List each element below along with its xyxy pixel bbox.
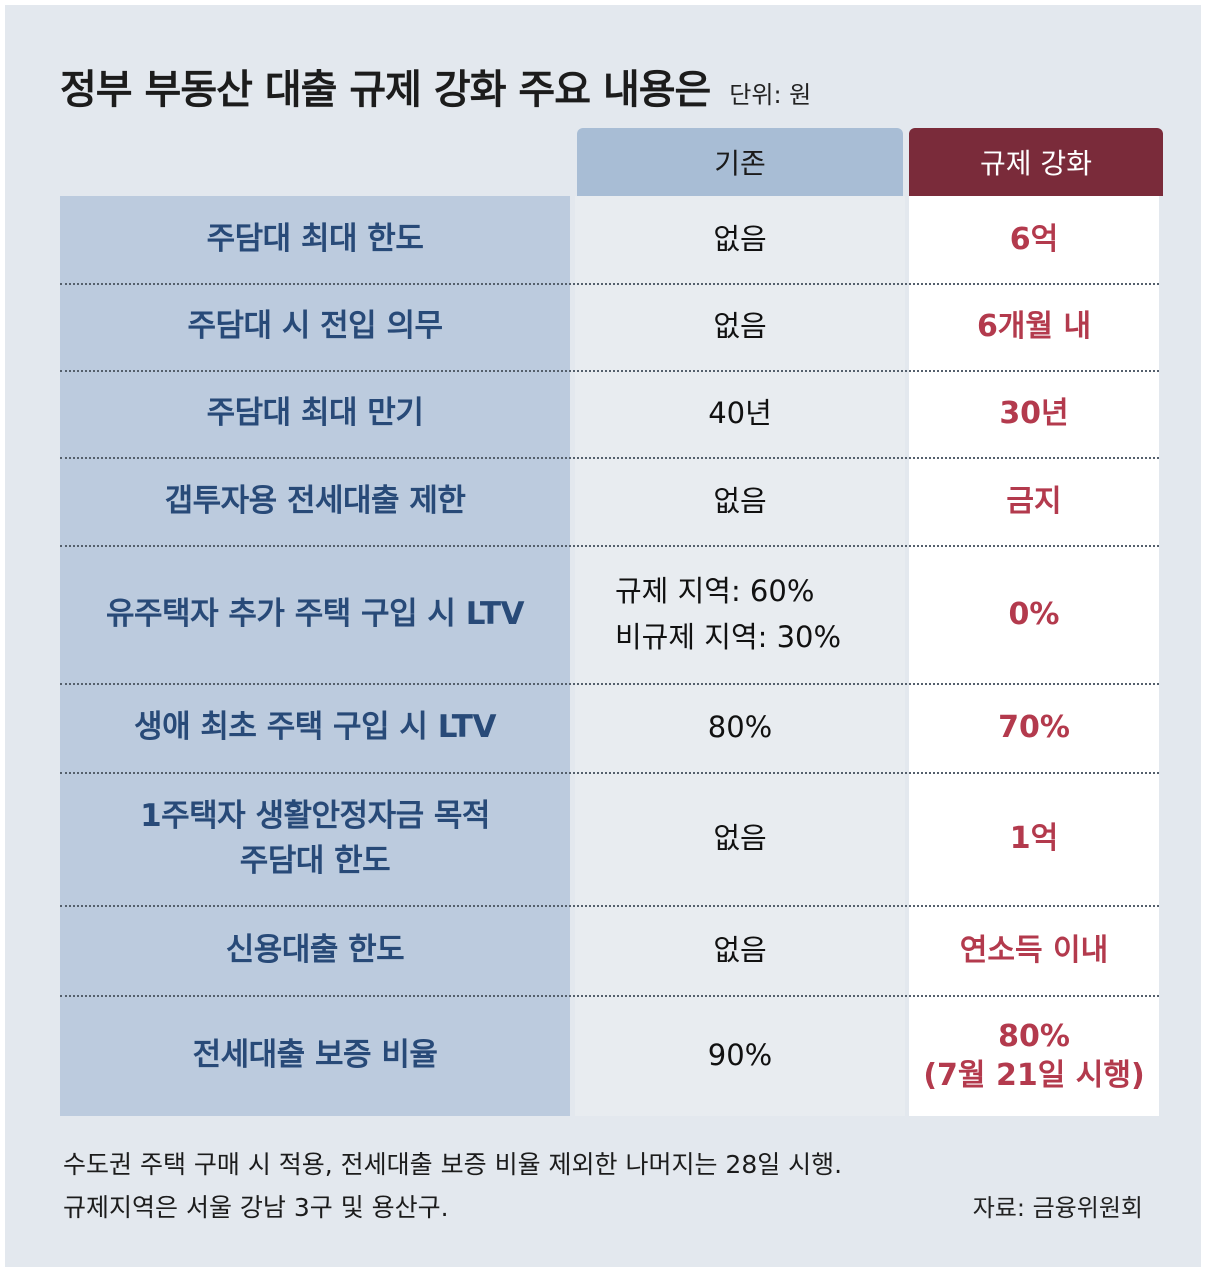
existing-value: 없음 <box>575 196 905 283</box>
row-label: 주담대 최대 만기 <box>60 370 570 457</box>
strengthened-value: 1억 <box>909 772 1159 905</box>
existing-value-line: 없음 <box>713 309 767 344</box>
strengthened-value-line: 연소득 이내 <box>959 932 1109 968</box>
header-existing: 기존 <box>577 128 903 196</box>
row-label-line: 전세대출 보증 비율 <box>192 1037 438 1074</box>
existing-value-line: 80% <box>707 710 773 745</box>
row-label-line: 주담대 최대 만기 <box>206 395 424 432</box>
table-row: 생애 최초 주택 구입 시 LTV 80% 70% <box>60 683 1159 774</box>
strengthened-value-line: (7월 21일 시행) <box>923 1057 1145 1093</box>
table-row: 주담대 시 전입 의무 없음 6개월 내 <box>60 283 1159 372</box>
strengthened-value-line: 80% <box>998 1018 1070 1054</box>
strengthened-value: 70% <box>909 683 1159 772</box>
row-label: 주담대 최대 한도 <box>60 196 570 283</box>
strengthened-value-line: 30년 <box>999 396 1069 431</box>
existing-value-line: 90% <box>707 1038 773 1073</box>
table-row: 주담대 최대 한도 없음 6억 <box>60 196 1159 285</box>
row-label-line: 갭투자용 전세대출 제한 <box>164 482 466 519</box>
strengthened-value: 30년 <box>909 370 1159 457</box>
row-label: 신용대출 한도 <box>60 905 570 995</box>
row-label: 전세대출 보증 비율 <box>60 995 570 1116</box>
row-label-line: 생애 최초 주택 구입 시 LTV <box>134 709 496 746</box>
table-row: 유주택자 추가 주택 구입 시 LTV 규제 지역: 60% 비규제 지역: 30%… <box>60 545 1159 685</box>
existing-value: 없음 <box>575 772 905 905</box>
strengthened-value-line: 금지 <box>1006 483 1062 519</box>
existing-value-line: 없음 <box>713 821 767 856</box>
table-row: 전세대출 보증 비율 90% 80% (7월 21일 시행) <box>60 995 1159 1116</box>
footnote-2: 규제지역은 서울 강남 3구 및 용산구. <box>63 1193 449 1222</box>
row-label: 갭투자용 전세대출 제한 <box>60 457 570 545</box>
existing-value-line: 없음 <box>713 222 767 257</box>
strengthened-value: 6개월 내 <box>909 283 1159 370</box>
strengthened-value: 금지 <box>909 457 1159 545</box>
strengthened-column-panel <box>909 196 1159 1116</box>
existing-value-line: 없음 <box>713 932 767 967</box>
strengthened-value: 연소득 이내 <box>909 905 1159 995</box>
table-row: 주담대 최대 만기 40년 30년 <box>60 370 1159 459</box>
existing-value: 규제 지역: 60% 비규제 지역: 30% <box>575 545 905 683</box>
row-label-line: 주담대 시 전입 의무 <box>187 308 443 345</box>
existing-value: 80% <box>575 683 905 772</box>
header-strengthened: 규제 강화 <box>909 128 1163 196</box>
table-row: 갭투자용 전세대출 제한 없음 금지 <box>60 457 1159 547</box>
existing-value-line: 비규제 지역: 30% <box>615 620 842 654</box>
existing-value: 없음 <box>575 905 905 995</box>
row-label-line: 1주택자 생활안정자금 목적 <box>140 797 490 834</box>
existing-value-line: 규제 지역: 60% <box>615 573 815 608</box>
existing-value: 없음 <box>575 283 905 370</box>
row-label: 주담대 시 전입 의무 <box>60 283 570 370</box>
existing-value: 90% <box>575 995 905 1116</box>
existing-value: 40년 <box>575 370 905 457</box>
source-label: 자료: 금융위원회 <box>972 1194 1143 1222</box>
row-label-line: 유주택자 추가 주택 구입 시 LTV <box>106 595 524 632</box>
existing-value-line: 없음 <box>713 483 767 518</box>
strengthened-value: 80% (7월 21일 시행) <box>909 995 1159 1116</box>
table-row: 신용대출 한도 없음 연소득 이내 <box>60 905 1159 997</box>
row-label-line: 주담대 한도 <box>239 842 391 879</box>
row-label-line: 주담대 최대 한도 <box>206 221 424 258</box>
row-label-line: 신용대출 한도 <box>225 931 405 968</box>
unit-label: 단위: 원 <box>729 81 812 109</box>
row-label: 생애 최초 주택 구입 시 LTV <box>60 683 570 772</box>
strengthened-value-line: 1억 <box>1009 821 1059 856</box>
existing-column-panel <box>575 196 905 1116</box>
row-label: 유주택자 추가 주택 구입 시 LTV <box>60 545 570 683</box>
page-title: 정부 부동산 대출 규제 강화 주요 내용은 단위: 원 <box>60 57 811 115</box>
strengthened-value: 0% <box>909 545 1159 683</box>
strengthened-value-line: 0% <box>1008 596 1060 632</box>
strengthened-value-line: 6개월 내 <box>976 309 1092 344</box>
strengthened-value: 6억 <box>909 196 1159 283</box>
strengthened-value-line: 70% <box>998 710 1070 745</box>
existing-value-line: 40년 <box>708 396 772 431</box>
title-text: 정부 부동산 대출 규제 강화 주요 내용은 <box>60 67 711 113</box>
strengthened-value-line: 6억 <box>1009 222 1059 257</box>
existing-value: 없음 <box>575 457 905 545</box>
label-column-panel <box>60 196 570 1116</box>
footnote-1: 수도권 주택 구매 시 적용, 전세대출 보증 비율 제외한 나머지는 28일 … <box>63 1150 843 1179</box>
